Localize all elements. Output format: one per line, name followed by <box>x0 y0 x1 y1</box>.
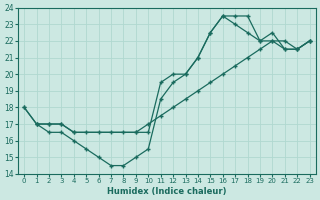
X-axis label: Humidex (Indice chaleur): Humidex (Indice chaleur) <box>107 187 227 196</box>
